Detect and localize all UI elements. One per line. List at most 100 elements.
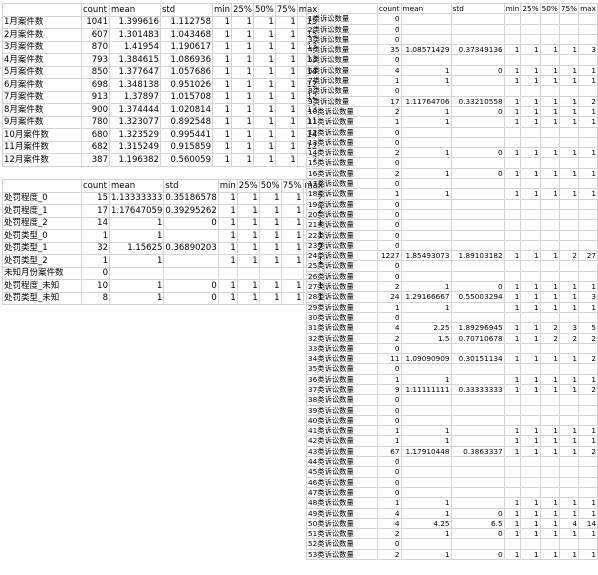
table-cell — [539, 342, 560, 355]
table-cell: 1 — [376, 188, 402, 200]
table-cell: 1 — [520, 322, 541, 334]
table-cell: 1 — [236, 279, 260, 293]
table-cell — [578, 219, 598, 231]
table-cell — [503, 136, 522, 149]
table-row: 8月案件数 900 1.374444 1.020814 1 1 1 1 13 — [2, 103, 320, 117]
row-label: 11月案件数 — [2, 140, 82, 154]
table-cell: 1 — [211, 15, 233, 29]
table-cell: 1 — [376, 425, 402, 437]
table-cell — [520, 342, 541, 355]
table-cell — [400, 208, 452, 221]
table-cell — [520, 13, 541, 25]
table-row: 7类诉讼数量 1 1 1 1 1 1 1 — [306, 75, 598, 87]
table-cell: 1 — [231, 153, 254, 167]
table-cell: 0 — [376, 33, 402, 46]
table-cell — [558, 54, 580, 66]
table-cell: 680 — [81, 128, 110, 142]
table-cell: 1 — [231, 53, 254, 67]
table-cell: 2 — [578, 445, 598, 458]
table-cell: 1 — [231, 28, 254, 42]
table-cell: 1 — [400, 497, 452, 509]
row-label: 6类诉讼数量 — [306, 64, 378, 77]
row-label: 2类诉讼数量 — [306, 23, 378, 35]
column-header: count — [81, 3, 110, 17]
table-cell: 1 — [400, 507, 452, 519]
table-cell: 1 — [539, 383, 560, 396]
table-cell: 1 — [503, 188, 522, 200]
table-cell: 1 — [274, 53, 298, 67]
table-cell: 0 — [376, 260, 402, 272]
table-cell — [558, 342, 580, 355]
table-cell: 1 — [578, 281, 598, 293]
column-header: 50% — [252, 3, 276, 17]
table-cell: 24 — [376, 291, 402, 303]
table-cell: 1 — [558, 301, 580, 313]
table-cell: 4 — [376, 64, 402, 77]
table-cell: 0 — [376, 219, 402, 231]
table-cell: 1 — [108, 254, 165, 268]
table-row: 21类诉讼数量 0 — [306, 219, 598, 231]
table-cell — [558, 476, 580, 488]
table-cell: 900 — [81, 103, 110, 117]
table-cell: 1 — [400, 425, 452, 437]
row-label: 44类诉讼数量 — [306, 456, 378, 468]
table-cell: 1 — [503, 548, 522, 561]
table-cell: 1 — [503, 75, 522, 87]
table-cell: 0 — [376, 363, 402, 375]
table-cell: 1 — [558, 105, 580, 118]
table-cell: 1 — [231, 115, 254, 129]
table-row: 12类诉讼数量 0 — [306, 126, 598, 138]
table-cell — [400, 198, 452, 210]
table-cell — [578, 466, 598, 478]
table-cell — [400, 342, 452, 355]
table-cell: 1 — [211, 103, 233, 117]
table-cell: 2 — [578, 383, 598, 396]
table-row: 8类诉讼数量 0 — [306, 85, 598, 97]
table-cell — [520, 239, 541, 252]
row-label: 8类诉讼数量 — [306, 85, 378, 97]
table-cell: 1 — [503, 116, 522, 128]
table-cell: 0 — [450, 167, 505, 180]
table-cell: 1 — [211, 78, 233, 92]
row-label: 16类诉讼数量 — [306, 167, 378, 180]
table-cell: 1 — [400, 188, 452, 200]
table-cell: 1 — [252, 28, 276, 42]
row-label: 47类诉讼数量 — [306, 486, 378, 499]
table-row: 11类诉讼数量 1 1 1 1 1 1 1 — [306, 116, 598, 128]
table-cell — [578, 456, 598, 468]
table-cell: 1 — [539, 167, 560, 180]
row-label: 4月案件数 — [2, 53, 82, 67]
table-cell: 1 — [520, 44, 541, 56]
column-header: count — [376, 2, 402, 15]
table-cell — [558, 13, 580, 25]
table-cell — [520, 219, 541, 231]
table-cell: 1 — [280, 241, 304, 255]
table-cell: 1 — [520, 445, 541, 458]
table-cell: 1 — [81, 229, 110, 243]
table-cell — [558, 311, 580, 324]
table-cell: 1 — [578, 105, 598, 118]
table-cell — [539, 136, 560, 149]
row-label: 28类诉讼数量 — [306, 291, 378, 303]
table-cell — [578, 394, 598, 406]
table-cell: 1 — [280, 204, 304, 218]
table-cell: 1 — [258, 291, 282, 305]
table-cell: 2 — [376, 332, 402, 344]
table-cell: 1 — [236, 191, 260, 205]
table-cell: 1 — [503, 435, 522, 447]
table-cell — [503, 126, 522, 138]
table-cell — [163, 254, 219, 268]
table-cell — [520, 33, 541, 46]
column-header: 25% — [520, 2, 541, 15]
row-label: 18类诉讼数量 — [306, 188, 378, 200]
table-cell: 1 — [539, 548, 560, 561]
row-label: 15类诉讼数量 — [306, 157, 378, 169]
table-row: 20类诉讼数量 0 — [306, 208, 598, 221]
table-cell: 698 — [81, 78, 110, 92]
table-cell — [503, 219, 522, 231]
row-label: 23类诉讼数量 — [306, 239, 378, 252]
row-label: 53类诉讼数量 — [306, 548, 378, 561]
table-cell — [450, 373, 505, 385]
table-cell: 1 — [539, 44, 560, 56]
table-row: 处罚类型_未知 8 1 0 1 1 1 1 1 — [2, 291, 326, 305]
